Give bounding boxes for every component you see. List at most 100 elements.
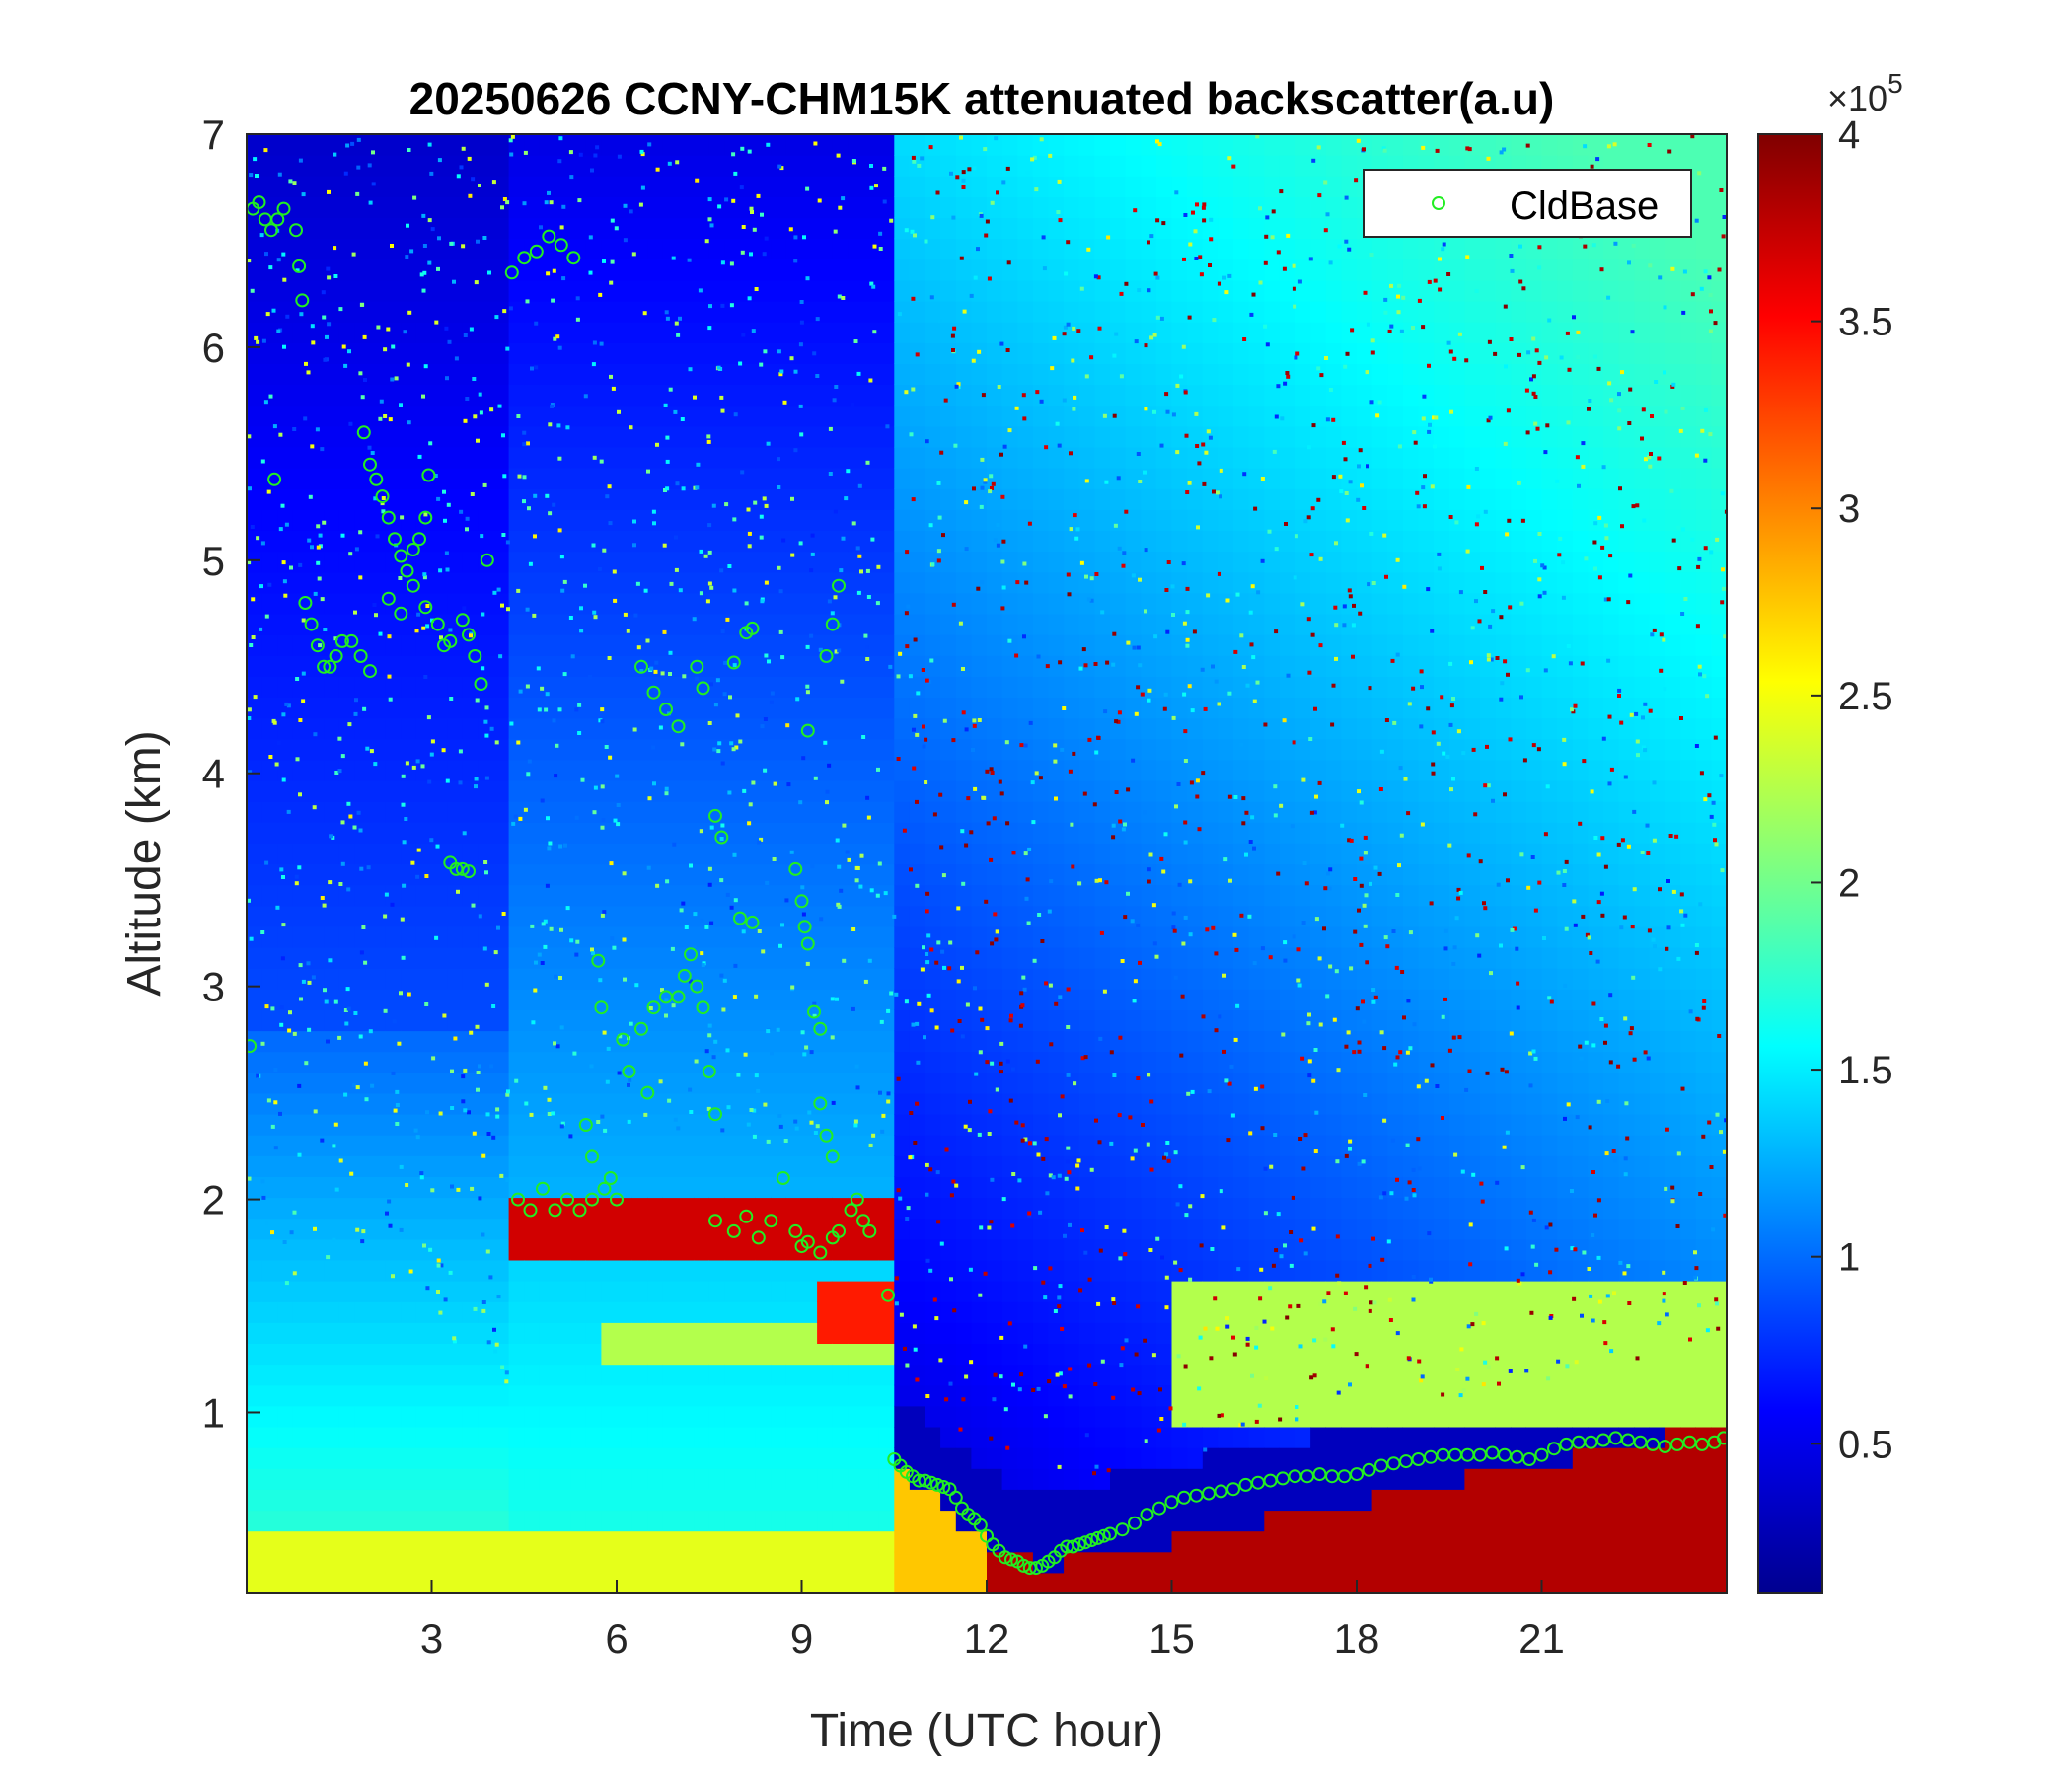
heatmap-cell: [1233, 1343, 1250, 1366]
heatmap-cell: [292, 1135, 310, 1156]
heatmap-cell: [801, 1301, 818, 1323]
heatmap-cell: [1141, 259, 1157, 281]
heatmap-cell: [1264, 780, 1281, 802]
heatmap-cell: [832, 676, 849, 698]
heatmap-cell: [1248, 259, 1265, 281]
heatmap-cell: [585, 217, 602, 240]
heatmap-cell: [555, 301, 571, 323]
heatmap-cell: [1064, 446, 1080, 469]
heatmap-cell: [277, 509, 294, 531]
heatmap-cell: [447, 1447, 464, 1469]
heatmap-cell: [1248, 1447, 1265, 1469]
heatmap-cell: [585, 1238, 602, 1261]
heatmap-cell: [508, 509, 525, 531]
heatmap-cell: [354, 530, 371, 553]
heatmap-cell: [801, 342, 818, 364]
heatmap-cell: [478, 1051, 494, 1073]
heatmap-cell: [539, 551, 556, 573]
heatmap-cell: [508, 425, 525, 448]
heatmap-cell: [940, 738, 957, 761]
heatmap-cell: [1279, 780, 1296, 802]
heatmap-cell: [801, 446, 818, 469]
heatmap-cell: [1078, 925, 1095, 948]
heatmap-cell: [971, 571, 988, 594]
heatmap-cell: [385, 155, 402, 177]
heatmap-cell: [878, 947, 895, 969]
heatmap-cell: [508, 155, 525, 177]
heatmap-cell: [570, 1218, 587, 1240]
heatmap-cell: [1218, 1343, 1234, 1366]
heatmap-cell: [555, 468, 571, 489]
heatmap-cell: [585, 822, 602, 844]
heatmap-cell: [493, 905, 510, 927]
heatmap-cell: [1171, 446, 1188, 469]
heatmap-cell: [415, 989, 433, 1010]
heatmap-cell: [431, 217, 448, 240]
heatmap-cell: [1125, 1572, 1142, 1593]
heatmap-cell: [585, 884, 602, 907]
heatmap-cell: [755, 634, 772, 656]
heatmap-cell: [987, 1301, 1003, 1323]
heatmap-cell: [987, 468, 1003, 489]
heatmap-cell: [785, 592, 803, 615]
heatmap-cell: [1125, 1259, 1142, 1282]
heatmap-cell: [1094, 446, 1111, 469]
heatmap-cell: [940, 614, 957, 635]
heatmap-cell: [1295, 801, 1311, 823]
heatmap-cell: [308, 176, 325, 197]
heatmap-cell: [385, 1114, 402, 1136]
heatmap-cell: [678, 1155, 695, 1177]
heatmap-cell: [1264, 1238, 1281, 1261]
heatmap-cell: [801, 405, 818, 427]
heatmap-cell: [1094, 634, 1111, 656]
heatmap-cell: [647, 1238, 664, 1261]
heatmap-cell: [1295, 655, 1311, 677]
heatmap-cell: [1017, 1281, 1034, 1302]
heatmap-cell: [1233, 1092, 1250, 1115]
heatmap-cell: [292, 425, 310, 448]
heatmap-cell: [585, 1176, 602, 1199]
heatmap-cell: [555, 509, 571, 531]
heatmap-cell: [678, 279, 695, 302]
heatmap-cell: [354, 488, 371, 510]
heatmap-cell: [863, 1051, 880, 1073]
heatmap-cell: [755, 1343, 772, 1366]
heatmap-cell: [848, 884, 864, 907]
heatmap-cell: [848, 1030, 864, 1053]
heatmap-cell: [338, 384, 355, 407]
heatmap-cell: [617, 1135, 633, 1156]
heatmap-cell: [755, 717, 772, 740]
heatmap-cell: [987, 634, 1003, 656]
heatmap-cell: [415, 738, 433, 761]
heatmap-cell: [1078, 468, 1095, 489]
heatmap-cell: [694, 155, 710, 177]
heatmap-cell: [493, 342, 510, 364]
heatmap-cell: [493, 1551, 510, 1574]
heatmap-cell: [631, 259, 648, 281]
heatmap-cell: [247, 425, 263, 448]
heatmap-cell: [601, 1197, 618, 1220]
heatmap-cell: [478, 1384, 494, 1407]
heatmap-cell: [601, 301, 618, 323]
heatmap-cell: [925, 1530, 941, 1553]
heatmap-cell: [1001, 801, 1018, 823]
heatmap-cell: [817, 1364, 834, 1386]
heatmap-cell: [385, 322, 402, 343]
heatmap-cell: [338, 1301, 355, 1323]
heatmap-cell: [370, 905, 387, 927]
heatmap-cell: [755, 1489, 772, 1512]
heatmap-cell: [694, 1384, 710, 1407]
heatmap-cell: [524, 1176, 541, 1199]
heatmap-cell: [894, 801, 911, 823]
heatmap-cell: [909, 717, 926, 740]
heatmap-cell: [292, 822, 310, 844]
heatmap-cell: [724, 1384, 741, 1407]
heatmap-cell: [694, 509, 710, 531]
heatmap-cell: [925, 1551, 941, 1574]
heatmap-cell: [601, 947, 618, 969]
heatmap-cell: [708, 676, 725, 698]
heatmap-cell: [955, 1468, 972, 1490]
heatmap-cell: [539, 1572, 556, 1593]
heatmap-cell: [401, 738, 417, 761]
heatmap-cell: [801, 259, 818, 281]
